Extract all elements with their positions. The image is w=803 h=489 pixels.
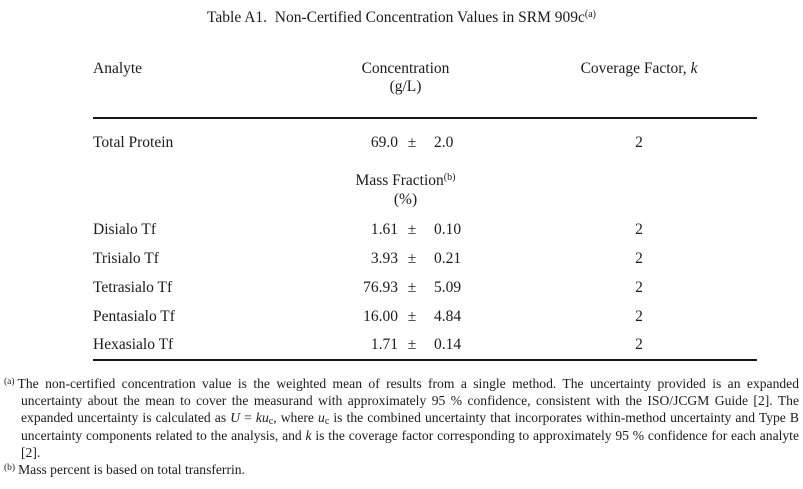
table-row: Pentasialo Tf 16.00 ± 4.84 2: [93, 302, 757, 331]
table-row: Tetrasialo Tf 76.93 ± 5.09 2: [93, 273, 757, 302]
symbol-u: u: [318, 410, 325, 426]
symbol-ku: ku: [255, 410, 269, 426]
analyte-cell: Total Protein: [93, 134, 174, 151]
value-cell: 69.0: [370, 134, 398, 151]
table-title: Table A1. Non-Certified Concentration Va…: [0, 9, 803, 27]
coverage-factor-cell: 2: [635, 134, 643, 151]
footnote-a-text: =: [240, 410, 256, 426]
analyte-cell: Pentasialo Tf: [93, 307, 175, 325]
table-row: Total Protein 69.0 ± 2.0 2: [93, 118, 757, 163]
analyte-cell: Disialo Tf: [93, 220, 156, 238]
plus-minus-symbol: ±: [398, 331, 426, 361]
analyte-cell: Hexasialo Tf: [93, 331, 323, 361]
empty-cell: [488, 163, 757, 215]
plus-minus-symbol: ±: [407, 249, 417, 267]
mass-fraction-subheader-row: Mass Fraction(b) (%): [93, 163, 757, 215]
concentration-header-unit: (g/L): [389, 78, 422, 95]
table-title-text: Table A1. Non-Certified Concentration Va…: [207, 9, 585, 26]
analyte-cell: Trisialo Tf: [93, 249, 159, 267]
plus-minus-symbol: ±: [407, 278, 417, 296]
uncertainty-cell: 0.21: [434, 249, 462, 267]
concentration-table: Analyte Concentration (g/L) Coverage Fac…: [93, 60, 758, 361]
uncertainty-cell: 4.84: [434, 307, 462, 325]
value-cell: 16.00: [363, 307, 398, 325]
empty-cell: [93, 163, 323, 215]
coverage-factor-cell: 2: [488, 331, 758, 361]
table-row: Hexasialo Tf 1.71 ± 0.14 2: [93, 331, 758, 361]
value-cell: 3.93: [370, 249, 398, 267]
subscript-c: c: [324, 416, 330, 428]
footnote-a-text: is the coverage factor corresponding to …: [21, 427, 799, 460]
footnote-a-text: The non-certified concentration value is…: [17, 376, 799, 426]
coverage-k-symbol: k: [690, 60, 698, 77]
footnote-a-text: , where: [273, 410, 319, 426]
coverage-header-label: Coverage Factor,: [580, 60, 691, 77]
column-header-analyte: Analyte: [93, 60, 323, 119]
plus-minus-symbol: ±: [407, 134, 417, 151]
footnote-a: (a) The non-certified concentration value…: [4, 375, 799, 461]
footnotes-section: (a) The non-certified concentration value…: [4, 375, 799, 478]
plus-minus-symbol: ±: [407, 307, 417, 325]
footnote-b-marker: (b): [4, 463, 16, 474]
footnote-b: (b) Mass percent is based on total transf…: [4, 461, 799, 478]
footnote-a-marker: (a): [4, 377, 15, 387]
plus-minus-symbol: ±: [407, 220, 417, 238]
symbol-U: U: [230, 410, 241, 426]
value-cell: 76.93: [363, 278, 398, 296]
value-cell: 1.61: [370, 220, 398, 238]
coverage-factor-cell: 2: [635, 278, 643, 296]
footnote-a-text: is the combined uncertainty that incorpo…: [21, 410, 799, 443]
table-row: Disialo Tf 1.61 ± 0.10 2: [93, 215, 757, 244]
symbol-k: k: [305, 427, 312, 443]
uncertainty-cell: 0.10: [434, 220, 462, 238]
analyte-cell: Tetrasialo Tf: [93, 278, 173, 296]
mass-fraction-label: Mass Fraction: [355, 172, 444, 189]
uncertainty-cell: 0.14: [426, 331, 489, 361]
mass-fraction-subheader: Mass Fraction(b) (%): [323, 163, 488, 215]
subscript-c: c: [268, 416, 274, 428]
coverage-factor-cell: 2: [635, 220, 643, 238]
mass-fraction-unit: (%): [393, 191, 418, 208]
coverage-factor-cell: 2: [635, 249, 643, 267]
footnote-b-text: Mass percent is based on total transferr…: [18, 462, 245, 478]
table-row: Trisialo Tf 3.93 ± 0.21 2: [93, 244, 757, 273]
table-header-row: Analyte Concentration (g/L) Coverage Fac…: [93, 60, 758, 119]
uncertainty-cell: 2.0: [434, 134, 454, 151]
uncertainty-cell: 5.09: [434, 278, 462, 296]
value-cell: 1.71: [323, 331, 398, 361]
concentration-header-label: Concentration: [361, 60, 450, 77]
table-title-footnote-marker: (a): [584, 9, 596, 20]
mass-fraction-footnote-marker: (b): [443, 172, 456, 183]
mass-fraction-label-line: Mass Fraction(b): [323, 171, 488, 190]
coverage-factor-cell: 2: [635, 307, 643, 325]
column-header-coverage-factor: Coverage Factor, k: [488, 60, 758, 119]
column-header-concentration: Concentration (g/L): [323, 60, 489, 119]
